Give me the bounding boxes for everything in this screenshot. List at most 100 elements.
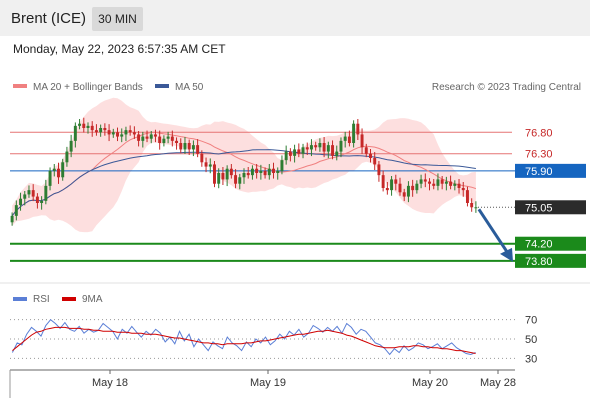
candle-body (23, 194, 27, 199)
candle-body (272, 168, 275, 173)
candle-body (94, 130, 98, 133)
candle-body (326, 145, 330, 152)
x-tick-label: May 18 (92, 377, 128, 389)
candle-body (69, 140, 73, 152)
candle-body (124, 130, 128, 135)
candle-body (78, 123, 82, 126)
candle-body (444, 181, 448, 184)
candle-body (284, 151, 288, 161)
rsi-tick-label: 70 (525, 315, 537, 327)
candle-body (474, 207, 478, 209)
candle-body (99, 128, 103, 133)
x-tick-label: May 28 (480, 377, 516, 389)
forecast-arrow-head (500, 247, 513, 262)
candle-body (14, 205, 18, 216)
candle-body (57, 168, 60, 178)
candle-body (377, 164, 381, 176)
ma50-line (11, 149, 476, 217)
candle-body (132, 132, 136, 135)
candle-body (293, 149, 297, 156)
candle-body (73, 125, 77, 141)
support-label: 73.80 (525, 256, 553, 268)
candle-body (128, 130, 132, 133)
candle-body (381, 175, 385, 188)
candle-body (419, 179, 423, 184)
candle-body (40, 200, 44, 203)
ma50-legend-swatch (155, 84, 169, 88)
candle-body (242, 173, 246, 178)
candle-body (394, 179, 398, 184)
candle-body (457, 183, 461, 188)
last-price-label: 75.05 (525, 202, 553, 214)
candle-body (116, 132, 119, 137)
candle-body (170, 136, 174, 141)
candle-body (432, 183, 436, 186)
ma9-line (12, 326, 476, 354)
candle-body (48, 170, 52, 186)
candle-body (263, 170, 267, 176)
candle-body (352, 123, 356, 143)
header-bar: Brent (ICE) 30 MIN (0, 0, 590, 36)
timeframe-button[interactable]: 30 MIN (92, 7, 143, 31)
candle-body (149, 134, 153, 139)
x-axis: May 18 May 19 May 20 May 28 (9, 369, 516, 398)
candle-body (390, 179, 394, 191)
candle-body (179, 143, 183, 150)
rsi-line (11, 319, 476, 356)
candle-body (470, 203, 474, 208)
candle-body (255, 168, 259, 173)
candle-body (314, 145, 318, 148)
candle-body (301, 147, 305, 154)
candle-body (82, 123, 86, 128)
candle-body (280, 160, 284, 171)
candle-body (35, 196, 39, 203)
candle-body (385, 188, 389, 191)
credit-label: Research © 2023 Trading Central (432, 82, 581, 93)
candle-body (453, 183, 457, 186)
candle-body (65, 151, 69, 163)
candle-body (61, 162, 65, 178)
candle-body (402, 192, 406, 197)
candle-body (86, 125, 90, 128)
candle-body (398, 183, 402, 193)
candle-body (103, 128, 107, 131)
chart-datetime: Monday, May 22, 2023 6:57:35 AM CET (13, 42, 226, 56)
candle-body (120, 134, 124, 137)
candle-body (288, 151, 292, 156)
candle-body (183, 143, 187, 150)
ma20-legend-swatch (13, 84, 27, 88)
candle-body (322, 143, 326, 152)
candle-body (423, 179, 427, 182)
ma20-legend-label: MA 20 + Bollinger Bands (33, 82, 143, 93)
candle-body (175, 140, 179, 143)
rsi-tick-label: 50 (525, 334, 537, 346)
candle-body (31, 190, 35, 197)
candle-body (19, 198, 23, 206)
candle-body (234, 175, 238, 184)
ma9-legend-swatch (62, 297, 76, 301)
candle-body (461, 188, 465, 191)
candle-body (166, 136, 170, 139)
candle-body (331, 145, 335, 156)
candle-body (107, 130, 111, 135)
candle-body (373, 158, 377, 165)
rsi-legend-swatch (13, 297, 27, 301)
candle-body (44, 185, 48, 201)
rsi-plot-area: 70 50 30 (10, 315, 537, 365)
candle-body (339, 140, 343, 152)
candle-body (27, 190, 31, 195)
candle-body (137, 134, 141, 141)
candle-body (191, 145, 195, 150)
candle-body (153, 134, 157, 137)
candle-body (436, 179, 440, 186)
support-label: 74.20 (525, 239, 553, 251)
candle-body (52, 168, 56, 171)
support-label-box (515, 253, 586, 268)
candle-body (356, 123, 360, 135)
candle-body (208, 164, 212, 167)
candle-body (259, 170, 263, 173)
candle-body (305, 147, 309, 150)
candle-body (335, 151, 339, 156)
candle-body (347, 136, 351, 143)
